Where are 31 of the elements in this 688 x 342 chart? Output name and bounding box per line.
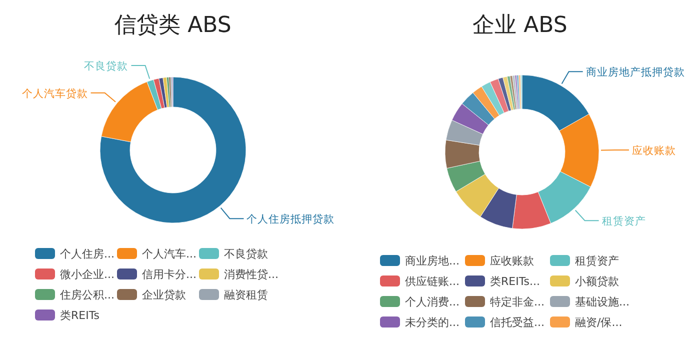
legend-label: 微小企业... [60,268,114,281]
legend-label: 基础设施... [575,296,630,308]
legend-label: 个人消费... [405,296,460,308]
chart-title: 企业 ABS [472,13,568,38]
legend-label: 特定非金... [490,296,544,308]
legend-label: 信托受益... [490,316,544,329]
legend-label: 租赁资产 [575,254,619,268]
legend-label: 住房公积... [60,288,114,302]
legend-label: 不良贷款 [224,248,268,260]
legend-label: 小额贷款 [575,275,619,288]
legend-label: 个人汽车... [142,248,196,260]
slice-label: 应收账款 [632,144,676,157]
legend-label: 融资/保... [575,316,622,329]
legend-label: 信用卡分... [142,268,196,281]
slice-label: 租赁资产 [602,214,646,228]
legend-label: 类REITs... [490,275,540,288]
text: 个人汽车贷款 [22,88,88,100]
slice-label: 不良贷款 [84,59,128,72]
legend-label: 个人住房... [60,248,114,260]
legend-label: 商业房地... [405,254,460,268]
text: 个人住房抵押贷款 [246,214,335,226]
donut-slice [100,76,246,224]
legend-label: 未分类的... [405,316,460,329]
legend-label: 消费性贷... [224,268,278,281]
legend-label: 供应链账... [405,275,460,288]
legend-label: 应收账款 [490,254,534,268]
legend-label: 企业贷款 [142,288,186,302]
legend-label: 融资租赁 [224,288,268,302]
text: 商业房地产抵押贷款 [586,66,685,79]
legend-label: 类REITs [60,309,100,322]
chart-title: 信贷类 ABS [114,13,232,38]
